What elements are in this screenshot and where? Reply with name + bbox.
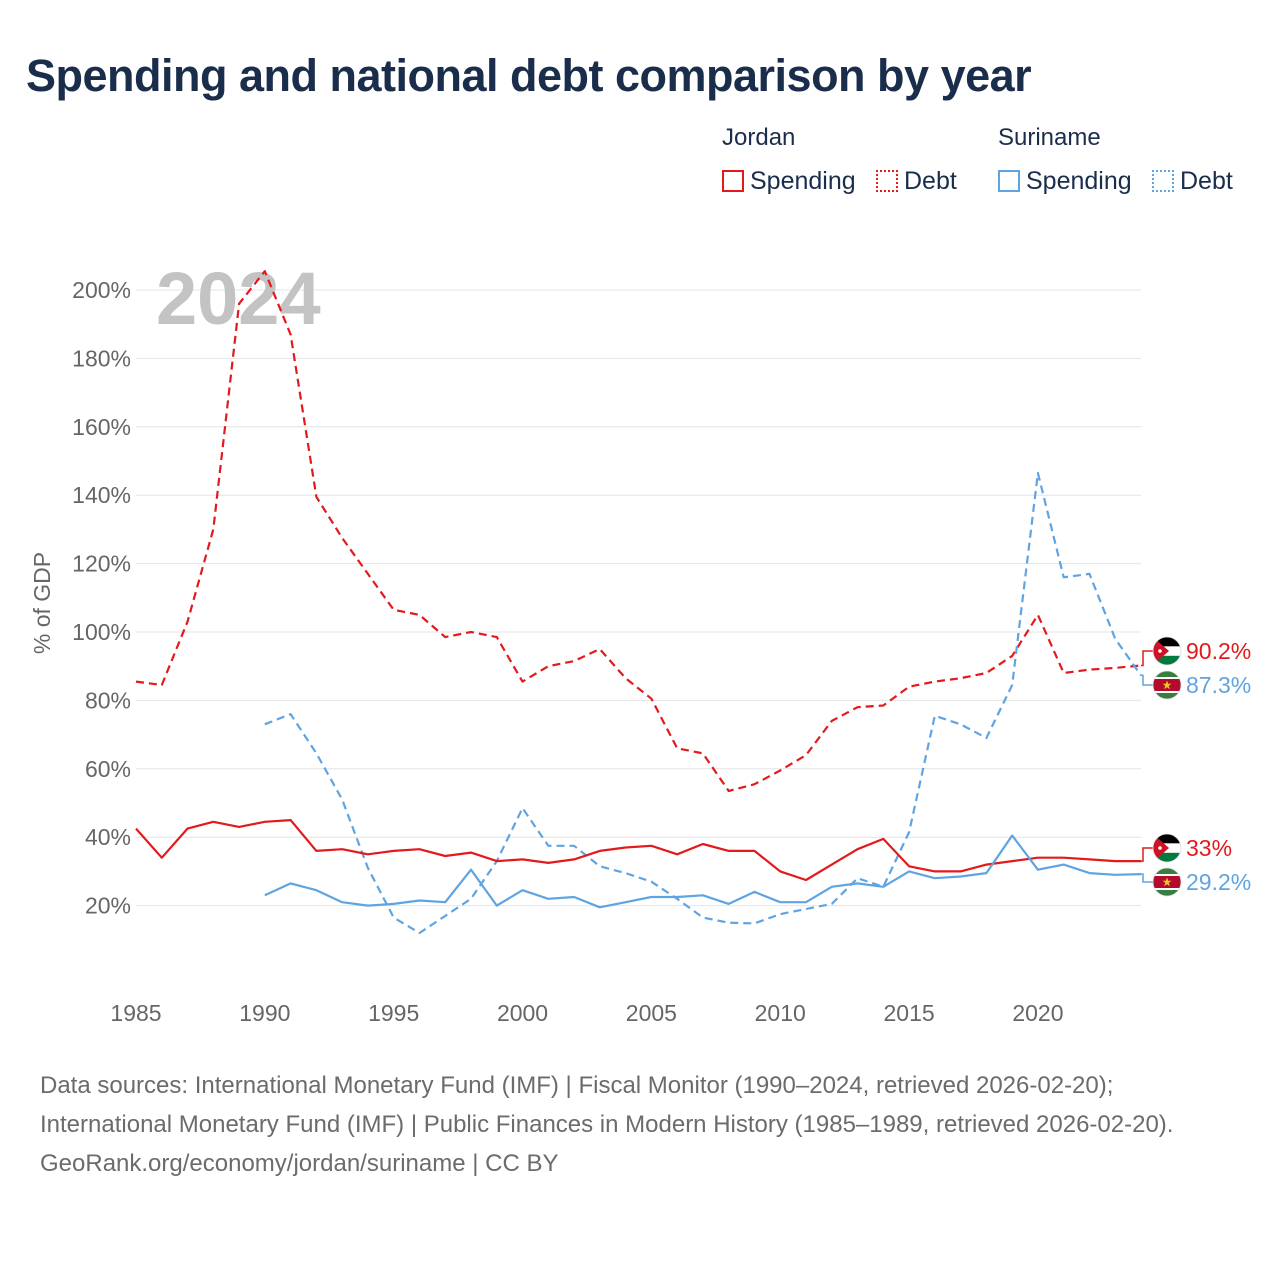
y-tick-label: 40% [85, 824, 131, 850]
x-tick-label: 2010 [755, 1000, 806, 1026]
line-chart: 2024 20% 40% 60% 80% 100% 120% 140% 160% 180% 200… [29, 257, 1251, 1026]
legend-country-jordan: Jordan [722, 124, 796, 151]
year-watermark: 2024 [156, 257, 321, 340]
label-connector [1141, 650, 1153, 667]
legend-label: Spending [750, 166, 856, 195]
y-tick-label: 20% [85, 893, 131, 919]
x-tick-label: 1985 [110, 1000, 161, 1026]
label-connector [1141, 847, 1153, 862]
end-value-label: 29.2% [1186, 869, 1251, 895]
legend-suriname-spending[interactable]: Spending [998, 166, 1132, 196]
jordan-flag-icon [1153, 637, 1181, 665]
chart-title: Spending and national debt comparison by… [26, 50, 1032, 101]
end-label-suriname-debt: 87.3% [1141, 670, 1251, 700]
y-tick-label: 160% [72, 414, 131, 440]
legend-label: Spending [1026, 166, 1132, 195]
series-lines [135, 270, 1142, 935]
label-connector [1141, 674, 1153, 686]
legend-country-suriname: Suriname [998, 124, 1101, 151]
x-tick-label: 1990 [239, 1000, 290, 1026]
y-tick-label: 80% [85, 687, 131, 713]
legend-solid-swatch-jordan [722, 170, 744, 192]
suriname-flag-icon [1153, 868, 1181, 896]
x-tick-label: 2005 [626, 1000, 677, 1026]
x-axis-ticks: 1985 1990 1995 2000 2005 2010 2015 2020 [110, 1000, 1063, 1026]
footer: Data sources: International Monetary Fun… [40, 1066, 1240, 1183]
end-label-suriname-spending: 29.2% [1141, 867, 1251, 897]
end-value-label: 87.3% [1186, 672, 1251, 698]
x-tick-label: 2015 [883, 1000, 934, 1026]
legend-jordan-spending[interactable]: Spending [722, 166, 856, 196]
y-tick-label: 180% [72, 345, 131, 371]
credit-line: GeoRank.org/economy/jordan/suriname | CC… [40, 1150, 559, 1177]
label-connector [1141, 873, 1153, 883]
legend-label: Debt [904, 166, 957, 195]
legend-label: Debt [1180, 166, 1233, 195]
series-line-suriname-debt[interactable] [264, 471, 1142, 935]
legend-dotted-swatch-jordan [876, 170, 898, 192]
y-tick-label: 100% [72, 619, 131, 645]
x-tick-label: 2020 [1012, 1000, 1063, 1026]
y-tick-label: 120% [72, 551, 131, 577]
gridlines [136, 289, 1141, 907]
y-axis-ticks: 20% 40% 60% 80% 100% 120% 140% 160% 180% 200% [72, 277, 131, 919]
series-line-jordan-spending[interactable] [135, 818, 1141, 882]
legend-suriname-debt[interactable]: Debt [1152, 166, 1233, 196]
series-line-suriname-spending[interactable] [264, 834, 1142, 909]
jordan-flag-icon [1153, 834, 1181, 862]
end-labels: 90.2% 87.3% 33% 29.2% [1141, 636, 1251, 897]
y-axis-label: % of GDP [29, 552, 55, 654]
legend-jordan-debt[interactable]: Debt [876, 166, 957, 196]
y-tick-label: 60% [85, 756, 131, 782]
y-tick-label: 200% [72, 277, 131, 303]
end-value-label: 33% [1186, 835, 1232, 861]
suriname-flag-icon [1153, 671, 1181, 699]
y-tick-label: 140% [72, 482, 131, 508]
end-label-jordan-spending: 33% [1141, 833, 1232, 863]
legend-solid-swatch-suriname [998, 170, 1020, 192]
x-tick-label: 2000 [497, 1000, 548, 1026]
legend-dotted-swatch-suriname [1152, 170, 1174, 192]
x-tick-label: 1995 [368, 1000, 419, 1026]
series-line-jordan-debt[interactable] [135, 270, 1142, 793]
end-label-jordan-debt: 90.2% [1141, 636, 1251, 667]
data-sources: Data sources: International Monetary Fun… [40, 1072, 1174, 1138]
end-value-label: 90.2% [1186, 638, 1251, 664]
